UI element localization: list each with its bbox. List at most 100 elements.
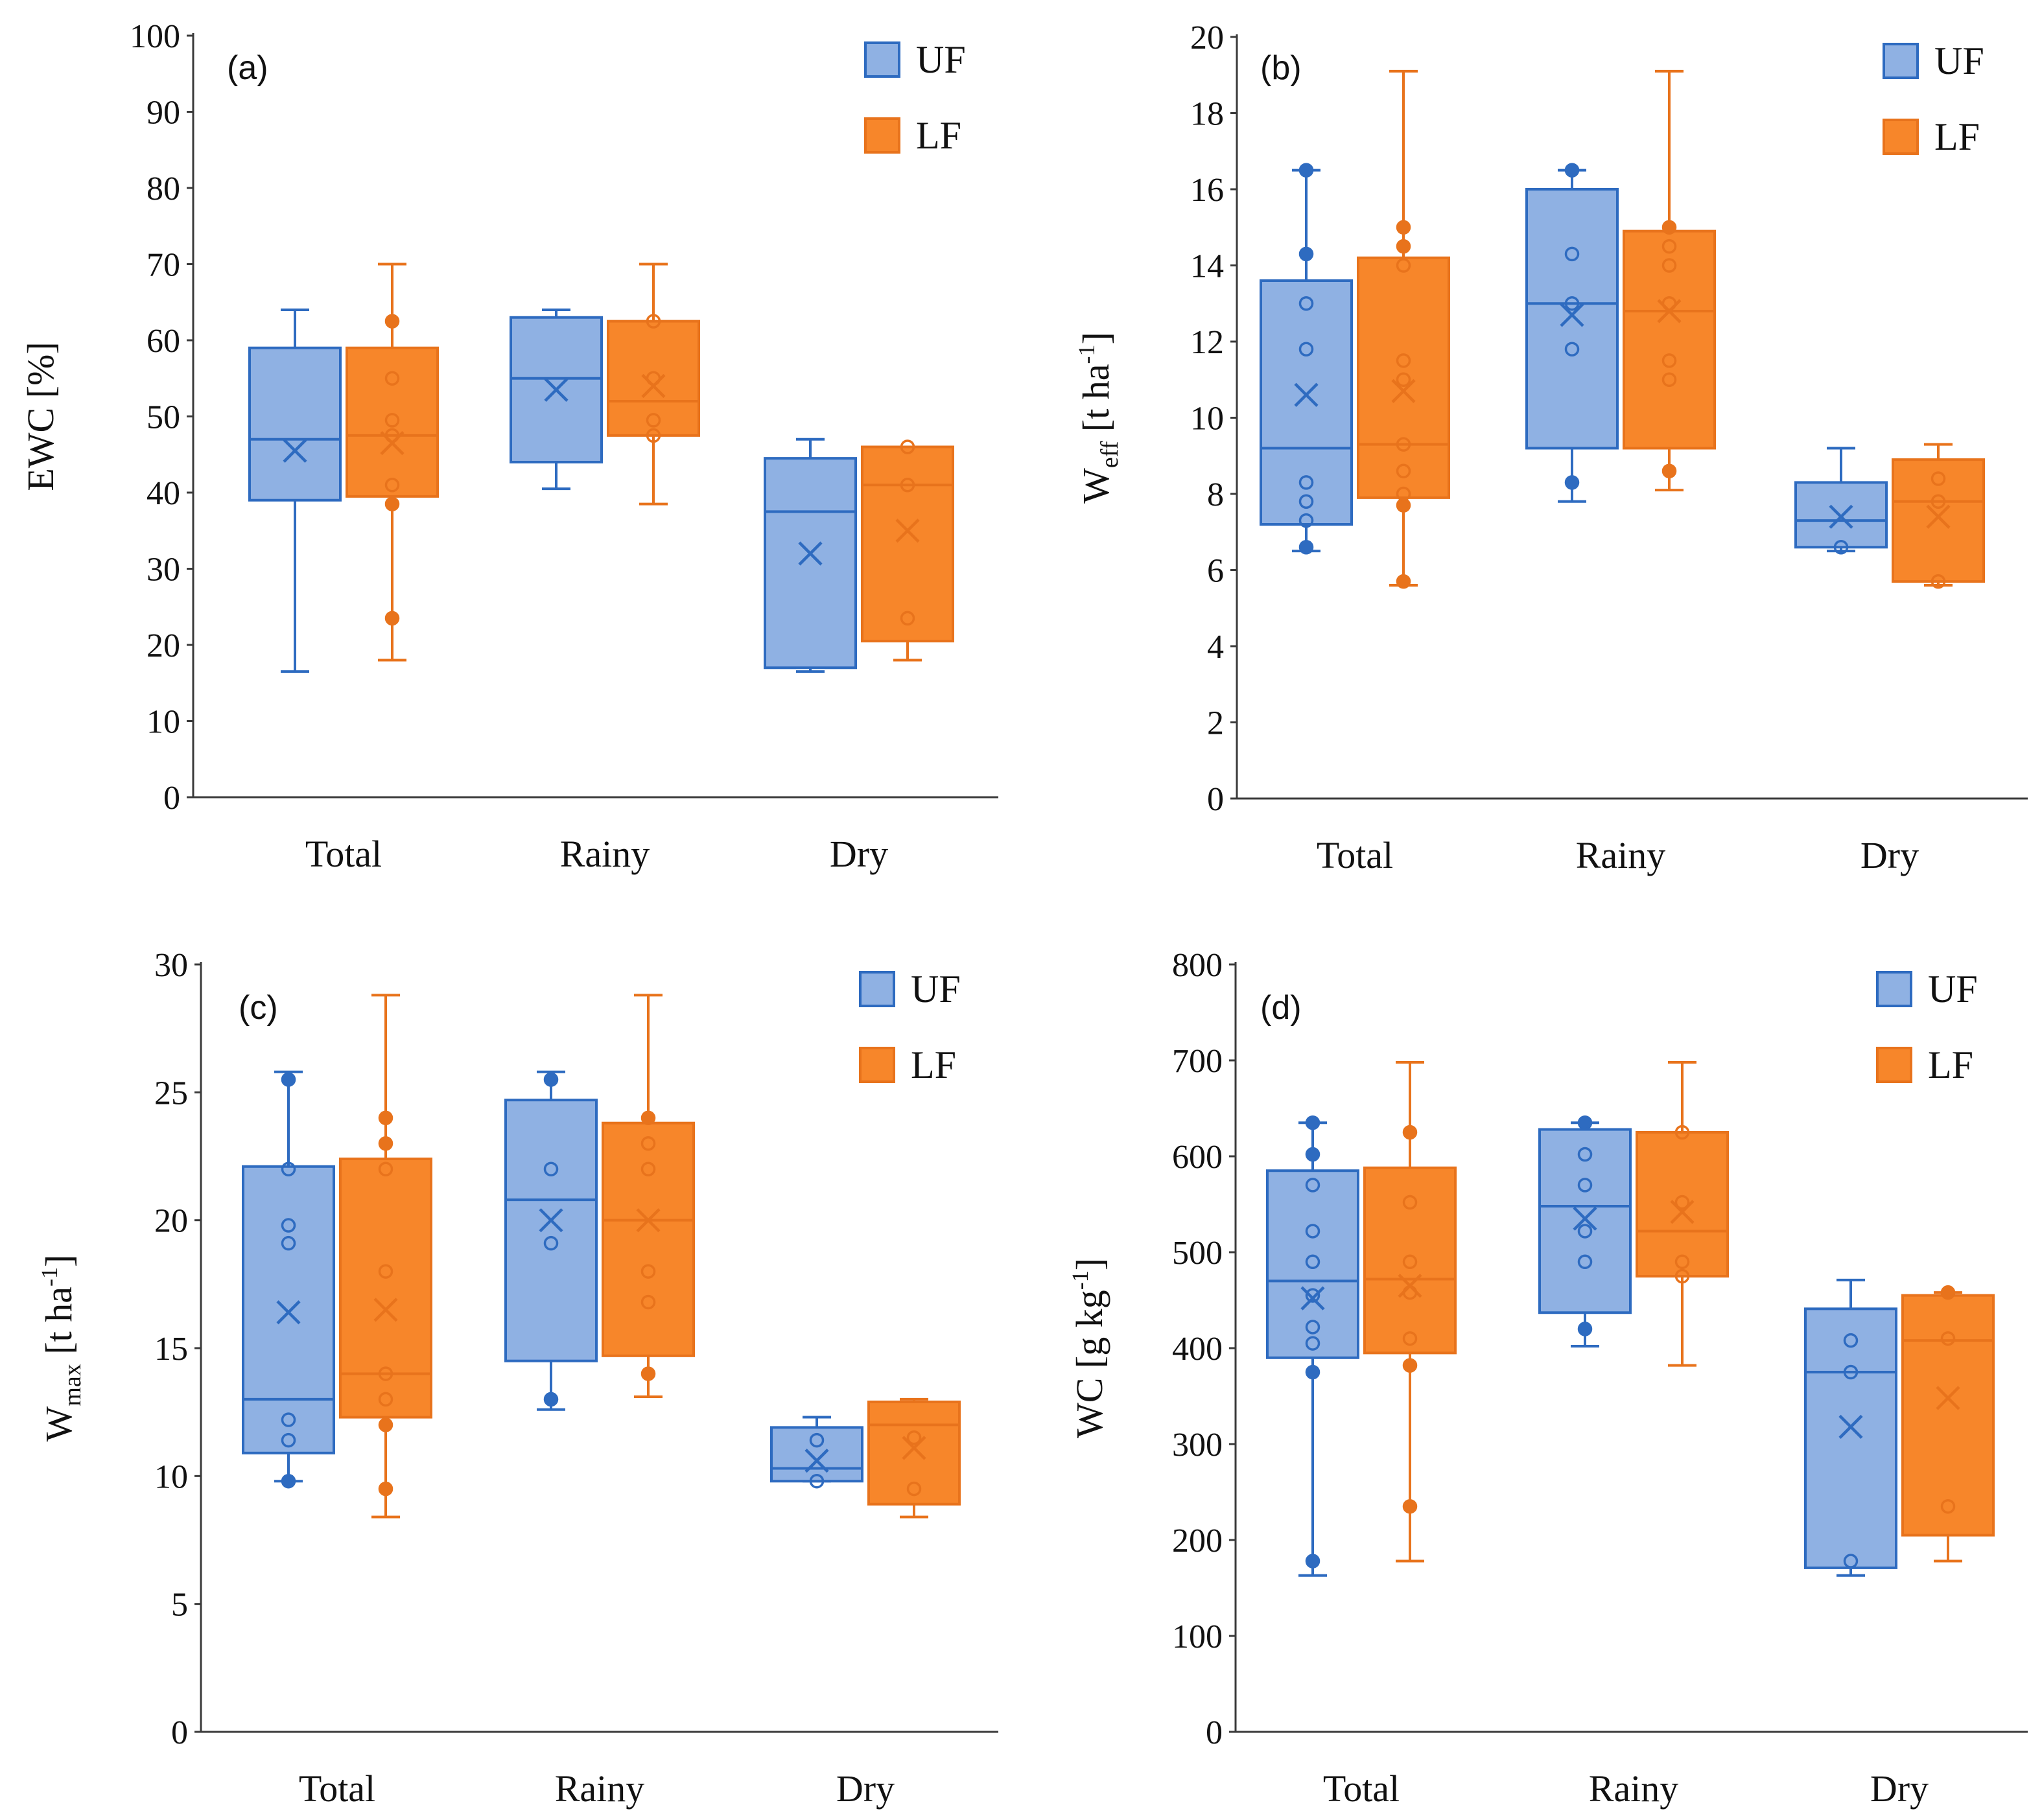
box-lf-dry — [861, 439, 954, 662]
mean-marker — [902, 1436, 926, 1460]
data-point — [1305, 1254, 1320, 1270]
box-lf-rainy — [1636, 1060, 1729, 1367]
data-point — [1305, 1115, 1320, 1130]
box-uf-dry — [1794, 447, 1888, 555]
data-point — [1305, 1364, 1320, 1380]
data-point — [1298, 540, 1314, 555]
mean-marker — [276, 1300, 301, 1325]
data-point — [640, 1264, 656, 1279]
data-point — [1661, 258, 1677, 273]
legend-swatch-uf — [1883, 43, 1919, 79]
data-point — [281, 1412, 296, 1427]
ylabel-main: WC [g kg — [1068, 1290, 1110, 1438]
data-point — [378, 1481, 393, 1497]
y-tick-label: 6 — [1207, 553, 1224, 590]
legend-swatch-lf — [859, 1047, 895, 1083]
ylabel-sub: eff — [1096, 441, 1123, 468]
mean-marker — [798, 541, 823, 566]
legend-label-lf: LF — [911, 1044, 956, 1086]
data-point — [1396, 220, 1411, 235]
panel-a-legend: UF LF — [864, 38, 966, 157]
box-uf-rainy — [1538, 1115, 1632, 1348]
box-iqr — [242, 1165, 335, 1454]
y-tick-label: 100 — [130, 18, 180, 55]
y-tick-label: 10 — [1190, 401, 1224, 438]
ylabel-rest: [t ha — [38, 1287, 80, 1364]
x-tick-label-total: Total — [299, 1768, 375, 1810]
data-point — [281, 1161, 296, 1176]
data-point — [1396, 258, 1411, 273]
box-lf-dry — [1901, 1285, 1995, 1563]
data-point — [1577, 1115, 1593, 1130]
panel-c-legend: UF LF — [859, 968, 961, 1086]
box-iqr — [1892, 458, 1985, 583]
y-tick-label: 14 — [1190, 248, 1224, 285]
data-point — [1577, 1224, 1593, 1239]
data-point — [1396, 574, 1411, 589]
data-point — [1940, 1331, 1956, 1346]
box-uf-rainy — [1525, 163, 1619, 503]
legend-label-uf: UF — [911, 968, 961, 1010]
ylabel-sup: -1 — [1067, 1270, 1093, 1290]
x-tick-label-dry: Dry — [1870, 1768, 1929, 1810]
data-point — [1661, 353, 1677, 368]
box-lf-rainy — [1623, 69, 1716, 492]
data-point — [640, 1294, 656, 1310]
data-point — [1396, 437, 1411, 452]
data-point — [281, 1218, 296, 1233]
ylabel-rest: [t ha — [1075, 364, 1117, 441]
x-tick-label-rainy: Rainy — [555, 1768, 645, 1810]
box-uf-total — [248, 309, 342, 673]
data-point — [384, 371, 400, 386]
data-point — [1564, 475, 1580, 490]
data-point — [1661, 463, 1677, 478]
data-point — [543, 1235, 559, 1251]
box-iqr — [1623, 229, 1716, 450]
y-axis-label: Wmax [t ha-1] — [36, 1255, 86, 1442]
y-tick-label: 30 — [154, 947, 188, 984]
box-iqr — [602, 1121, 695, 1357]
panel-d: 0 100 200 300 400 500 600 700 800 UF LF (d) WC [… — [1067, 947, 2028, 1810]
data-point — [543, 1161, 559, 1176]
mean-marker — [1300, 1286, 1325, 1311]
legend-swatch-uf — [859, 971, 895, 1007]
box-lf-total — [346, 262, 439, 662]
data-point — [1833, 540, 1849, 555]
panel-b-legend: UF LF — [1883, 40, 1984, 158]
y-tick-label: 80 — [147, 170, 180, 207]
data-point — [906, 1481, 922, 1497]
data-point — [646, 428, 661, 443]
box-lf-rainy — [607, 262, 700, 506]
data-point — [378, 1418, 393, 1432]
y-tick-label: 25 — [154, 1075, 188, 1112]
data-point — [1940, 1285, 1956, 1300]
ylabel-main: W — [38, 1406, 80, 1441]
data-point — [378, 1392, 393, 1407]
mean-marker — [895, 519, 920, 543]
box-iqr — [1794, 481, 1888, 549]
y-tick-label: 50 — [147, 399, 180, 436]
y-tick-label: 400 — [1172, 1331, 1223, 1368]
mean-marker — [1838, 1414, 1863, 1439]
data-point — [1305, 1224, 1320, 1239]
data-point — [1305, 1336, 1320, 1351]
y-tick-label: 90 — [147, 95, 180, 132]
mean-marker — [373, 1298, 398, 1322]
data-point — [1396, 372, 1411, 387]
data-point — [1396, 486, 1411, 502]
data-point — [281, 1235, 296, 1251]
x-tick-label-rainy: Rainy — [1576, 834, 1666, 876]
box-iqr — [607, 320, 700, 437]
data-point — [1674, 1254, 1690, 1270]
x-tick-label-rainy: Rainy — [1589, 1768, 1679, 1810]
legend-label-lf: LF — [1928, 1044, 1973, 1086]
data-point — [1402, 1499, 1418, 1514]
y-tick-label: 10 — [147, 704, 180, 741]
data-point — [384, 314, 400, 329]
y-axis-label: EWC [%] — [19, 342, 62, 491]
x-tick-label-total: Total — [1323, 1768, 1400, 1810]
box-iqr — [339, 1157, 432, 1419]
data-point — [384, 478, 400, 493]
box-iqr — [770, 1426, 863, 1483]
